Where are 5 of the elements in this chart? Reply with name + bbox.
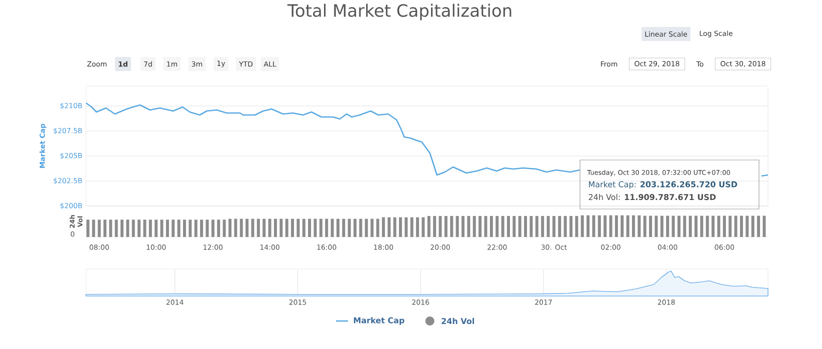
legend-label: Market Cap <box>354 317 404 325</box>
annotation: Market Cap: 203.126.265.720 USD <box>588 181 738 189</box>
annotation: 24h Vol: 11.909.787.671 USD <box>588 194 716 200</box>
legend-label: 24h Vol <box>442 318 474 324</box>
chart-title: Total Market Capitalization <box>287 4 512 20</box>
